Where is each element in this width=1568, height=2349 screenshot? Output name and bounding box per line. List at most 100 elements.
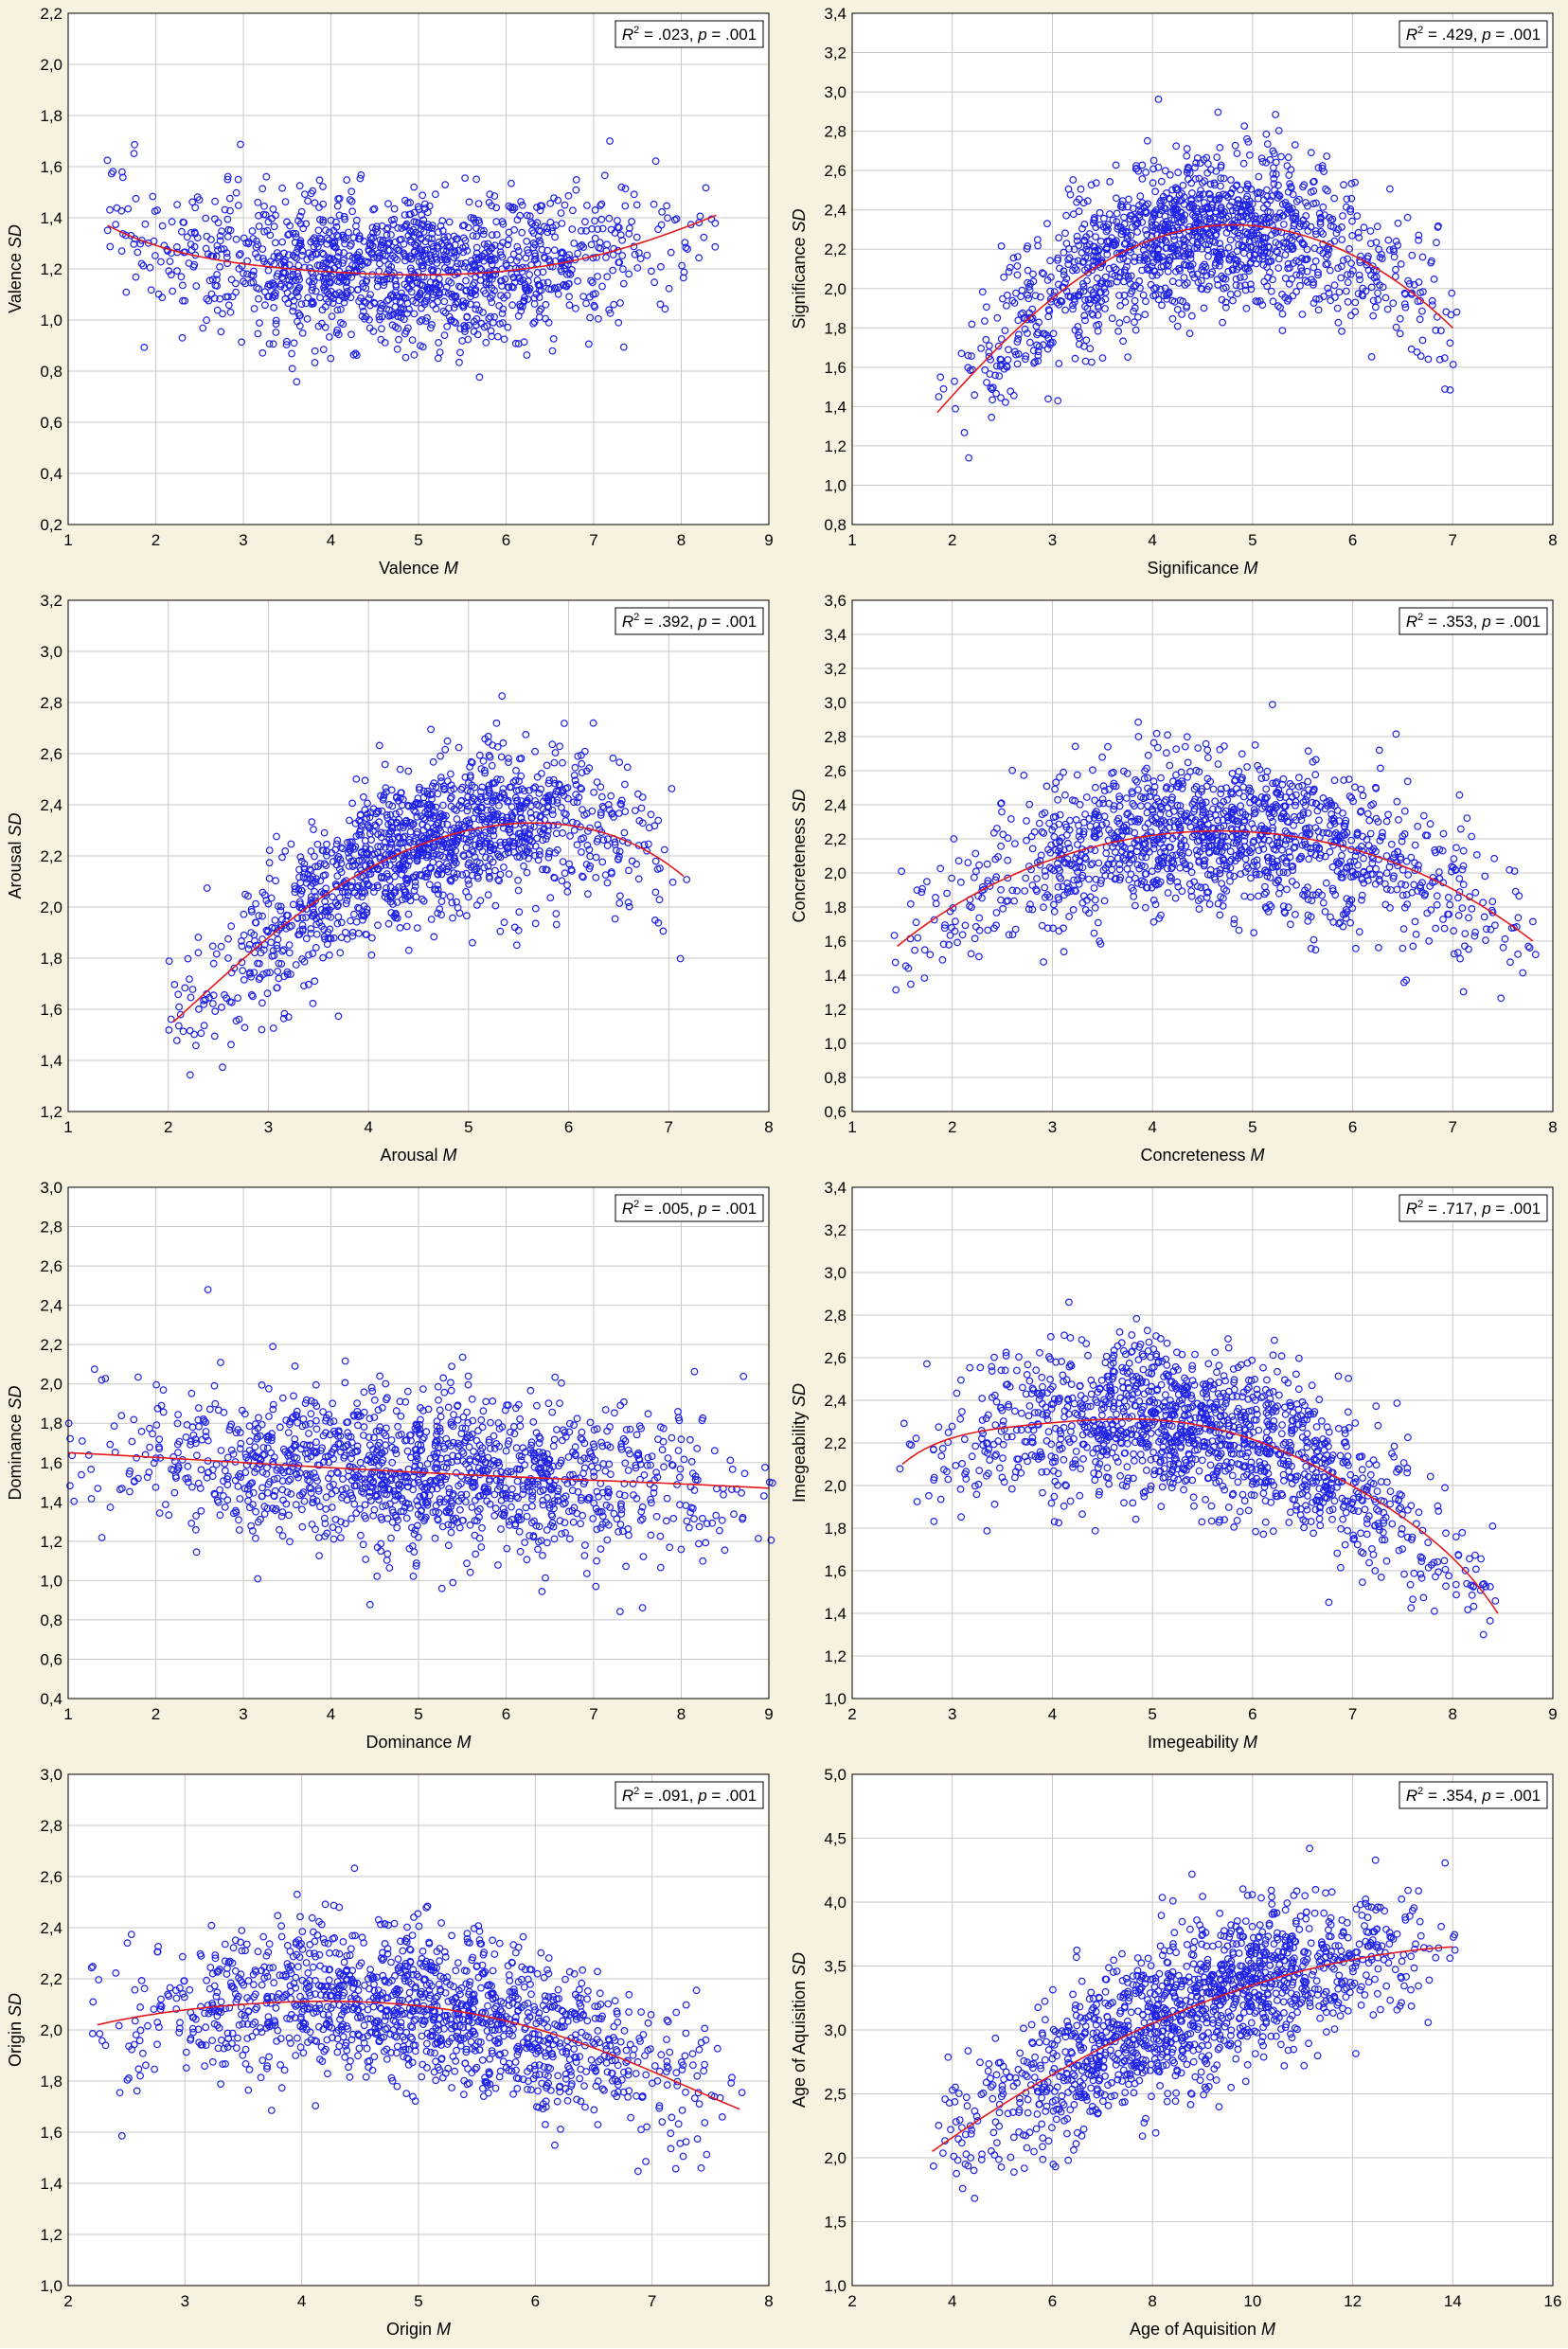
scatter-point [346,816,353,825]
x-tick-label: 7 [665,1118,673,1136]
scatter-point [523,237,531,245]
scatter-point [1052,839,1060,847]
scatter-point [1113,265,1120,274]
scatter-point [561,201,569,209]
scatter-point [1259,835,1268,844]
scatter-point [500,335,508,344]
scatter-point [1407,345,1416,353]
scatter-point [379,795,387,804]
scatter-point [1149,210,1158,219]
scatter-point [1094,302,1102,311]
scatter-point [417,249,425,258]
scatter-point [223,175,232,184]
scatter-point [619,279,628,288]
scatter-point [1134,786,1142,794]
scatter-point [1246,798,1255,807]
scatter-point [1008,886,1017,895]
scatter-point [1187,311,1196,320]
scatter-point [1349,267,1357,275]
scatter-point [1367,353,1376,361]
scatter-point [261,301,269,310]
scatter-point [333,202,342,210]
plot-frame [851,12,1554,525]
scatter-point [1266,196,1274,205]
scatter-point [1418,307,1426,315]
scatter-point [1488,898,1497,906]
scatter-point [1265,243,1274,252]
scatter-point [504,283,512,292]
scatter-point [633,860,640,868]
scatter-point [1307,187,1315,196]
scatter-point [993,313,1002,322]
scatter-point [480,766,489,774]
scatter-point [517,845,526,853]
scatter-point [404,324,412,332]
scatter-point [477,788,485,796]
scatter-point [424,851,433,860]
scatter-point [634,875,643,883]
scatter-point [426,813,435,822]
scatter-point [482,338,490,347]
scatter-point [1073,266,1081,275]
scatter-point [650,822,659,830]
scatter-point [1290,259,1297,267]
scatter-point [953,938,962,947]
scatter-point [461,174,470,183]
scatter-point [551,233,559,241]
scatter-point [364,880,372,888]
scatter-point [574,249,581,258]
scatter-point [428,802,436,810]
scatter-point [556,742,563,751]
scatter-point [333,872,342,881]
y-tick-label: 0,8 [824,516,846,534]
scatter-point [409,821,417,828]
scatter-point [1360,223,1368,232]
scatter-point [376,259,383,268]
scatter-point [1403,777,1412,786]
scatter-point [1312,295,1320,303]
scatter-point [1100,897,1109,905]
scatter-point [396,808,403,816]
scatter-point [485,781,493,790]
scatter-point [492,230,501,239]
scatter-point [536,813,544,821]
scatter-point [1193,205,1201,213]
scatter-point [521,280,529,288]
scatter-point [217,328,225,336]
scatter-point [1185,329,1194,338]
scatter-point [437,256,446,264]
scatter-point [1183,733,1191,741]
scatter-point [1148,815,1156,824]
scatter-point [484,891,492,899]
scatter-point [1069,305,1077,313]
scatter-point [650,278,658,287]
scatter-point [504,797,511,806]
scatter-point [1490,854,1498,863]
scatter-point [504,843,512,851]
scatter-point [1385,246,1394,254]
scatter-point [1284,153,1292,162]
x-tick-label: 3 [264,1118,273,1136]
scatter-point [1092,875,1100,883]
scatter-point [1023,836,1030,845]
scatter-point [1113,194,1120,203]
scatter-point [404,946,413,954]
scatter-point [427,916,436,923]
scatter-point [310,826,317,834]
scatter-point [1073,232,1081,240]
scatter-point [1310,263,1318,272]
scatter-point [1171,184,1180,192]
scatter-point [565,251,573,259]
scatter-point [1228,251,1237,259]
scatter-point [1161,212,1169,221]
scatter-point [404,231,413,240]
scatter-point [385,311,393,320]
scatter-point [264,282,272,291]
scatter-point [1152,729,1161,738]
scatter-point [1081,810,1090,818]
scatter-point [547,285,556,294]
scatter-point [1041,883,1049,892]
stat-annotation-text: R2 = .023, p = .001 [622,25,757,44]
scatter-point [533,219,542,227]
scatter-point [1191,175,1200,183]
